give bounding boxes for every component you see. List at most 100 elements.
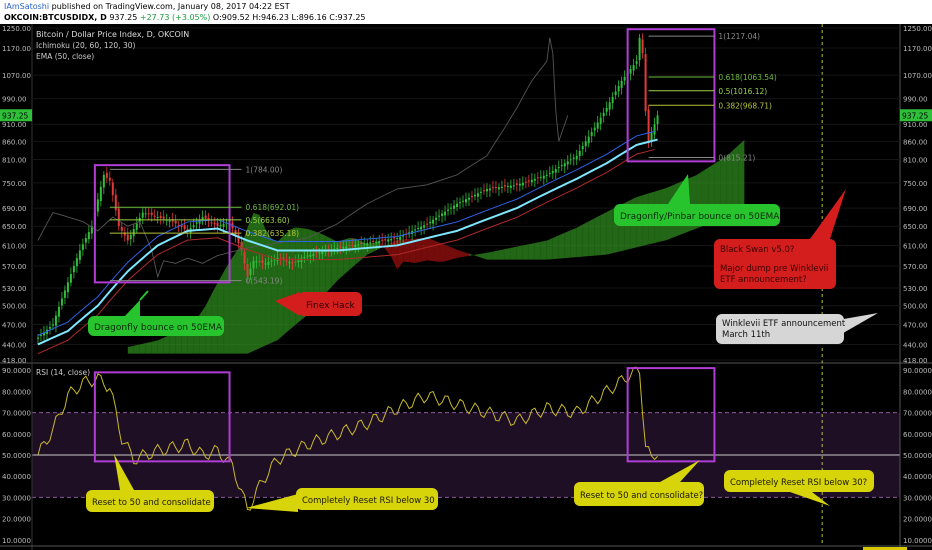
cloud-segment (474, 253, 481, 258)
candle-body (69, 274, 72, 283)
cloud-segment (486, 251, 493, 260)
candle-body (297, 260, 300, 263)
cloud-segment (157, 337, 164, 354)
candle-body (378, 241, 381, 244)
candle-body (294, 261, 297, 263)
candle-body (593, 127, 596, 131)
symbol-name: OKCOIN:BTCUSDIDX, D (4, 13, 107, 22)
price-tick-right: 610.00 (903, 242, 928, 250)
fib-1-label: 0.5(663.60) (246, 216, 290, 225)
candle-body (195, 222, 198, 224)
candle-body (282, 257, 285, 261)
candle-body (114, 194, 117, 211)
fib-2-label: 1(1217.04) (718, 32, 760, 41)
price-tick-right: 860.00 (903, 138, 928, 146)
candle-body (36, 337, 39, 339)
cloud-segment (588, 218, 595, 257)
candle-body (300, 258, 303, 262)
cloud-segment (223, 261, 230, 354)
cloud-segment (259, 214, 266, 349)
cloud-segment (361, 241, 368, 260)
ohlc-values: O:909.52 H:946.23 L:896.16 C:937.25 (212, 13, 366, 22)
price-pane-title: Bitcoin / Dollar Price Index, D, OKCOIN (36, 30, 189, 39)
annotation-finex: Finex Hack (275, 292, 362, 316)
price-tick-right: 418.00 (903, 357, 928, 365)
candle-body (578, 150, 581, 157)
cloud-segment (133, 344, 140, 354)
cloud-segment (516, 245, 523, 260)
candle-body (102, 174, 105, 188)
cloud-segment (325, 235, 332, 294)
candle-body (506, 186, 509, 188)
candle-body (306, 255, 309, 257)
lagging-span (37, 37, 569, 279)
price-tick-right: 570.00 (903, 263, 928, 271)
candle-body (183, 225, 186, 230)
candle-body (126, 234, 129, 241)
candle-body (596, 122, 599, 129)
candle-body (222, 223, 225, 227)
price-box-2 (626, 28, 716, 163)
candle-body (497, 187, 500, 190)
candle-body (309, 254, 312, 257)
candle-body (60, 298, 63, 306)
cloud-segment (492, 250, 499, 260)
fib-2-label: 0.618(1063.54) (718, 73, 776, 82)
candle-body (375, 241, 378, 243)
candle-body (629, 68, 632, 74)
price-tick-left: 1070.00 (2, 72, 31, 80)
candle-body (39, 334, 42, 336)
candle-body (617, 86, 620, 92)
cloud-segment (289, 227, 296, 330)
candle-body (426, 223, 429, 225)
last-price-badge-left-text: 937.25 (2, 111, 28, 120)
price-tick-left: 690.00 (2, 205, 27, 213)
cloud-segment (528, 242, 535, 260)
cloud-segment (720, 156, 727, 220)
candle-body (252, 260, 255, 269)
candle-body (653, 124, 656, 135)
annotation-rsi-reset-30-text: Completely Reset RSI below 30 (302, 496, 435, 506)
candle-body (524, 181, 527, 183)
candle-body (120, 227, 123, 231)
candle-body (357, 244, 360, 246)
chart-canvas[interactable]: 1250.00 1250.00 1170.00 1170.00 1070.00 1070.… (0, 24, 932, 550)
candle-body (315, 252, 318, 254)
annotation-black-swan-line1: Black Swan v5.0? (720, 245, 794, 255)
indicator-lines (37, 37, 658, 511)
conversion-line (37, 130, 655, 336)
candle-body (99, 186, 102, 202)
price-tick-right: 530.00 (903, 285, 928, 293)
cloud-segment (397, 239, 404, 270)
candle-body (258, 261, 261, 263)
rsi-pane-title: RSI (14, close) (36, 368, 90, 377)
author-link[interactable]: IAmSatoshi (4, 2, 50, 11)
candle-body (141, 212, 144, 218)
cloud-segment (169, 332, 176, 354)
candle-body (485, 188, 488, 192)
candle-body (48, 327, 51, 329)
last-price: 937.25 (109, 13, 138, 22)
candle-body (503, 185, 506, 187)
candle-body (111, 182, 114, 196)
candle-body (417, 228, 420, 230)
price-tick-left: 500.00 (2, 303, 27, 311)
candle-body (641, 39, 644, 54)
fib-1-label: 1(784.00) (246, 165, 283, 174)
candle-body (456, 203, 459, 207)
price-tick-left: 570.00 (2, 263, 27, 271)
cloud-segment (163, 335, 170, 354)
candle-body (129, 234, 132, 240)
rsi-tick-left: 50.0000 (2, 452, 31, 460)
cloud-segment (145, 341, 152, 354)
candle-body (611, 96, 614, 103)
candle-body (81, 244, 84, 250)
candle-body (656, 115, 659, 125)
candle-body (545, 174, 548, 176)
candle-body (635, 61, 638, 64)
candle-body (435, 217, 438, 220)
price-change: +27.73 (+3.05%) (139, 13, 211, 22)
cloud-segment (510, 246, 517, 260)
cloud-segment (349, 237, 356, 270)
rsi-tick-right: 70.0000 (903, 410, 932, 418)
